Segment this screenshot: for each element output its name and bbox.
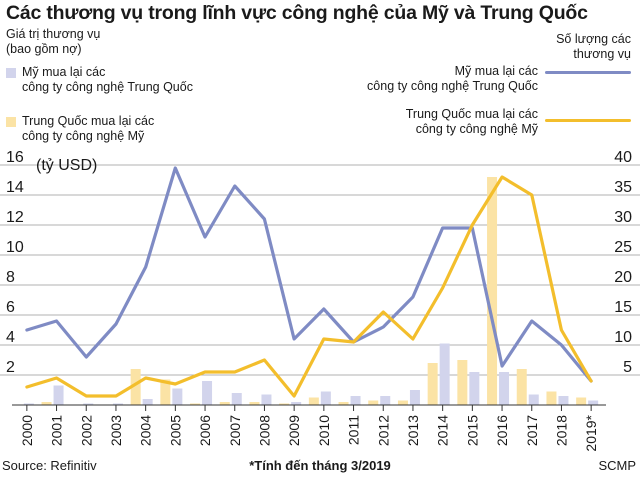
left-tick-label: 10	[6, 239, 24, 256]
bar-us	[469, 372, 480, 405]
x-tick-label: 2003	[108, 415, 124, 446]
bar-cn	[338, 402, 349, 405]
left-tick-label: 6	[6, 299, 15, 316]
x-tick-label: 2017	[524, 415, 540, 446]
bar-us	[53, 385, 64, 405]
left-tick-label: 16	[6, 149, 24, 166]
legend-cn-line-line1: Trung Quốc mua lại các	[405, 107, 538, 121]
brand-label: SCMP	[598, 458, 636, 473]
x-tick-label: 2004	[138, 415, 154, 446]
left-axis-title-line1: Giá trị thương vụ	[6, 27, 101, 41]
x-tick-label: 2016	[494, 415, 510, 446]
bar-cn	[279, 403, 290, 405]
bar-us	[142, 399, 153, 405]
x-tick-label: 2014	[435, 415, 451, 446]
bar-cn	[487, 177, 498, 405]
bar-cn	[368, 400, 379, 405]
x-tick-label: 2010	[316, 415, 332, 446]
bar-us	[499, 372, 510, 405]
bar-us	[439, 343, 450, 405]
x-tick-label: 2018	[553, 415, 569, 446]
legend-us-line-line2: công ty công nghệ Trung Quốc	[367, 79, 538, 93]
right-tick-label: 40	[614, 149, 632, 166]
line-us-series	[25, 166, 593, 383]
bar-us	[320, 391, 331, 405]
right-tick-label: 25	[614, 239, 632, 256]
right-axis-title-line2: thương vụ	[573, 47, 631, 61]
x-tick-label: 2009	[286, 415, 302, 446]
bar-us	[202, 381, 213, 405]
bar-us	[588, 400, 599, 405]
bar-cn	[160, 379, 171, 405]
x-tick-label: 2000	[19, 415, 35, 446]
right-tick-label: 10	[614, 329, 632, 346]
legend-us-bar-line2: công ty công nghệ Trung Quốc	[22, 80, 193, 94]
x-tick-label: 2002	[78, 415, 94, 446]
x-tick-label: 2013	[405, 415, 421, 446]
bar-us	[261, 394, 272, 405]
legend-cn-line-line2: công ty công nghệ Mỹ	[415, 122, 538, 136]
left-tick-label: 14	[6, 179, 24, 196]
bar-cn	[308, 397, 319, 405]
x-tick-label: 2005	[167, 415, 183, 446]
legend-us-line-line1: Mỹ mua lại các	[454, 64, 538, 78]
bar-cn	[41, 402, 52, 405]
bar-cn	[546, 391, 557, 405]
bar-cn	[516, 369, 527, 405]
x-tick-label: 2011	[346, 415, 362, 445]
bar-us	[380, 396, 391, 405]
bar-cn	[219, 402, 230, 405]
legend-cn-bar-line1: Trung Quốc mua lại các	[22, 114, 155, 128]
right-tick-label: 20	[614, 269, 632, 286]
bar-us	[528, 394, 539, 405]
legend-cn-bar-line2: công ty công nghệ Mỹ	[22, 129, 145, 143]
bar-us	[172, 388, 183, 405]
chart-title: Các thương vụ trong lĩnh vực công nghệ c…	[6, 2, 588, 24]
bar-us	[23, 403, 34, 405]
bar-cn	[397, 400, 408, 405]
x-tick-label: 2008	[256, 415, 272, 446]
left-tick-label: 8	[6, 269, 15, 286]
legend-us-bar-swatch	[6, 68, 16, 78]
x-tick-label: 2015	[464, 415, 480, 446]
x-tick-label: 2006	[197, 415, 213, 446]
right-axis-title-line1: Số lượng các	[556, 32, 631, 46]
bar-us	[558, 396, 569, 405]
source-label: Source: Refinitiv	[2, 458, 97, 473]
bar-cn	[427, 363, 438, 405]
x-tick-label: 2001	[49, 415, 65, 446]
bar-cn	[130, 369, 141, 405]
bar-us	[83, 403, 94, 405]
bar-us	[409, 390, 420, 405]
bar-us	[291, 402, 302, 405]
right-tick-label: 30	[614, 209, 632, 226]
left-tick-label: 4	[6, 329, 15, 346]
legend-us-bar-line1: Mỹ mua lại các	[22, 65, 106, 79]
bar-cn	[457, 360, 468, 405]
left-axis-title-line2: (bao gồm nợ)	[6, 42, 82, 56]
legend-cn-line-swatch	[545, 119, 631, 122]
legend-cn-bar-swatch	[6, 117, 16, 127]
footnote: *Tính đến tháng 3/2019	[249, 458, 391, 473]
right-tick-label: 35	[614, 179, 632, 196]
unit-label: (tỷ USD)	[36, 157, 97, 174]
bar-us	[231, 393, 242, 405]
bar-us	[350, 396, 361, 405]
x-tick-label: 2007	[227, 415, 243, 446]
right-tick-label: 15	[614, 299, 632, 316]
bar-cn	[190, 403, 201, 405]
x-tick-label: 2012	[375, 415, 391, 446]
bar-us	[112, 403, 123, 405]
bar-cn	[576, 397, 587, 405]
legend-us-line-swatch	[545, 71, 631, 74]
x-tick-label: 2019*	[583, 414, 599, 451]
line-cn-series	[25, 175, 593, 398]
left-tick-label: 12	[6, 209, 24, 226]
bar-cn	[249, 402, 260, 405]
left-tick-label: 2	[6, 359, 15, 376]
right-tick-label: 5	[623, 359, 632, 376]
